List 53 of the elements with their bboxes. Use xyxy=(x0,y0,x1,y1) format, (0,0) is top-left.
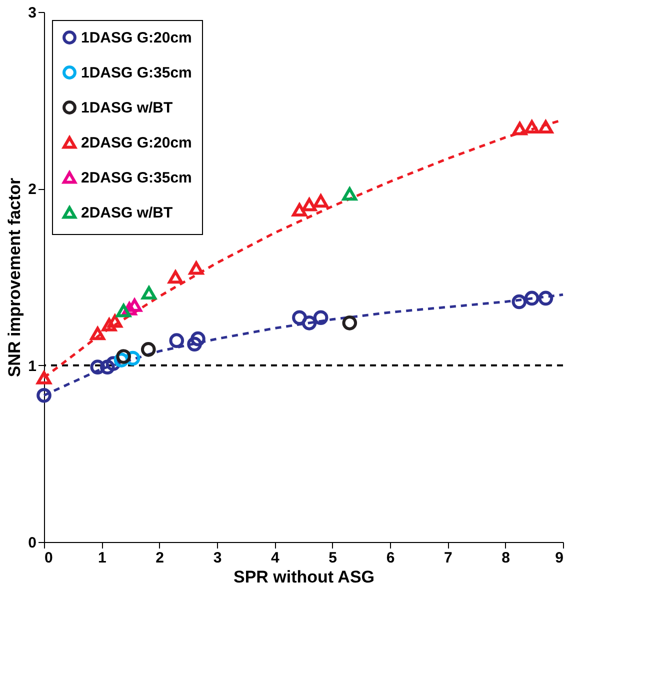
point xyxy=(108,314,122,328)
y-tick-label: 3 xyxy=(28,4,36,22)
point xyxy=(302,198,317,212)
y-tick-label: 2 xyxy=(28,181,36,198)
x-tick-label: 3 xyxy=(213,550,222,566)
point xyxy=(116,304,131,318)
point xyxy=(512,122,528,136)
point xyxy=(524,120,540,134)
point xyxy=(90,326,106,340)
x-tick-label: 6 xyxy=(386,550,395,566)
x-axis-title: SPR without ASG xyxy=(233,568,375,586)
point xyxy=(190,331,206,346)
x-tick-label: 8 xyxy=(502,550,510,566)
point xyxy=(116,349,131,364)
legend-label: 2DASG w/BT xyxy=(81,204,173,222)
point xyxy=(512,294,527,310)
point xyxy=(187,336,202,352)
legend-label: 1DASG w/BT xyxy=(81,100,173,116)
x-tick-label: 1 xyxy=(98,550,106,566)
y-axis-title: SNR improvement factor xyxy=(5,177,24,378)
point xyxy=(302,316,317,330)
point xyxy=(524,290,540,306)
point xyxy=(313,194,328,208)
point xyxy=(342,187,358,201)
legend-label: 2DASG G:35cm xyxy=(81,170,192,186)
x-tick-label: 2 xyxy=(156,550,164,566)
x-tick-label: 0 xyxy=(44,550,53,566)
point xyxy=(36,371,52,384)
y-tick-label: 1 xyxy=(28,358,36,375)
point xyxy=(188,262,204,275)
point xyxy=(292,310,307,326)
point xyxy=(90,360,106,375)
point xyxy=(538,290,554,306)
point xyxy=(100,360,115,375)
point xyxy=(342,316,358,330)
point xyxy=(538,120,554,134)
x-tick-label: 5 xyxy=(328,550,338,566)
point xyxy=(142,286,156,300)
x-tick-label: 9 xyxy=(555,550,564,566)
x-tick-label: 7 xyxy=(444,550,452,566)
point xyxy=(140,342,156,357)
legend-label: 2DASG G:20cm xyxy=(81,134,192,152)
point xyxy=(313,310,328,326)
legend-label: 1DASG G:35cm xyxy=(81,64,192,82)
point xyxy=(168,270,183,284)
y-tick-label: 0 xyxy=(28,534,36,552)
point xyxy=(102,318,117,332)
point xyxy=(36,388,52,403)
point xyxy=(169,333,184,348)
x-tick-label: 4 xyxy=(270,550,280,566)
legend-label: 1DASG G:20cm xyxy=(81,30,192,46)
point xyxy=(292,203,307,216)
point xyxy=(127,298,142,312)
